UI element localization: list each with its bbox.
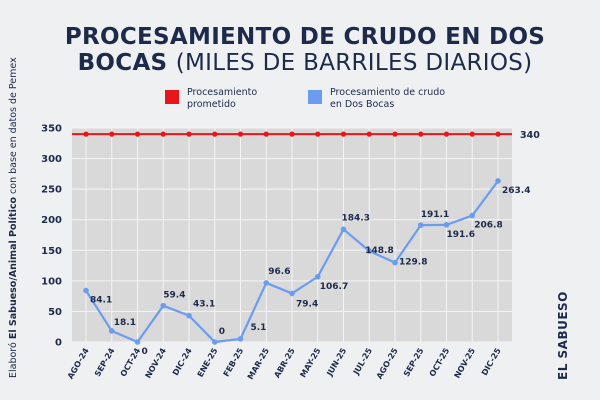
actual-point — [108, 328, 115, 334]
promised-point — [134, 131, 141, 137]
actual-data-label: 5.1 — [251, 323, 267, 333]
actual-data-label: 84.1 — [90, 296, 112, 306]
chart-title-main: PROCESAMIENTO DE CRUDO EN DOS BOCAS — [64, 24, 546, 76]
promised-point — [366, 131, 372, 137]
actual-data-label: 148.8 — [365, 246, 393, 256]
x-tick-label: AGO-24 — [66, 346, 91, 380]
legend-item-promised: Procesamiento prometido — [165, 87, 297, 111]
x-tick-label: SEP-24 — [93, 346, 117, 378]
x-tick-label: OCT-24 — [119, 346, 143, 378]
actual-data-label: 0 — [219, 327, 225, 337]
x-tick-label: MAR-25 — [246, 346, 271, 381]
actual-data-label: 129.8 — [399, 258, 427, 268]
legend-label-promised: Procesamiento prometido — [187, 87, 258, 110]
actual-data-label: 79.4 — [296, 299, 318, 309]
promised-point — [418, 131, 424, 137]
promised-point — [186, 131, 192, 137]
chart-title-subtitle: (MILES DE BARRILES DIARIOS) — [175, 50, 533, 76]
actual-data-label: 43.1 — [193, 300, 215, 310]
actual-data-label: 106.7 — [320, 282, 348, 292]
y-tick-label: 350 — [41, 124, 62, 135]
actual-point — [83, 287, 89, 294]
chart-title: PROCESAMIENTO DE CRUDO EN DOS BOCAS (MIL… — [40, 24, 570, 76]
actual-point — [469, 212, 476, 219]
actual-data-label: 184.3 — [342, 213, 370, 223]
x-tick-label: OCT-25 — [428, 346, 452, 378]
promised-point — [237, 131, 244, 137]
x-tick-label: DIC-24 — [171, 346, 194, 377]
actual-data-label: 96.6 — [268, 267, 290, 277]
actual-data-label: 263.4 — [502, 186, 530, 196]
actual-point — [237, 336, 244, 342]
y-tick-label: 250 — [41, 185, 62, 196]
promised-point — [392, 131, 398, 137]
actual-point — [289, 290, 295, 297]
actual-data-label: 59.4 — [163, 291, 185, 301]
actual-point — [495, 178, 501, 184]
y-tick-label: 0 — [55, 338, 62, 349]
actual-point — [160, 302, 167, 309]
x-tick-label: DIC-25 — [480, 346, 503, 377]
legend-item-actual: Procesamiento de crudo en Dos Bocas — [308, 87, 450, 111]
promised-end-label: 340 — [520, 130, 540, 141]
promised-point — [289, 131, 295, 137]
x-tick-label: ABR-25 — [272, 346, 296, 379]
actual-point — [443, 222, 450, 228]
y-tick-label: 200 — [41, 215, 62, 226]
y-tick-label: 300 — [41, 154, 62, 165]
x-tick-label: NOV-25 — [453, 346, 478, 380]
x-tick-label: JUL-25 — [351, 346, 374, 377]
actual-data-label: 206.8 — [474, 221, 502, 231]
promised-point — [109, 131, 115, 137]
promised-point — [340, 131, 347, 137]
promised-point — [83, 131, 89, 137]
actual-point — [340, 226, 347, 233]
legend-label-actual: Procesamiento de crudo en Dos Bocas — [330, 87, 446, 110]
actual-point — [314, 273, 321, 280]
actual-data-label: 0 — [142, 347, 148, 357]
promised-point — [443, 131, 450, 137]
promised-point — [212, 131, 218, 137]
promised-point — [315, 131, 321, 137]
x-tick-label: JUN-25 — [325, 346, 349, 378]
x-tick-label: SEP-25 — [402, 346, 426, 378]
actual-point — [417, 222, 424, 228]
actual-point — [186, 312, 192, 319]
x-tick-label: FEB-25 — [222, 346, 246, 378]
actual-point — [263, 280, 270, 286]
promised-point — [263, 131, 269, 137]
actual-point — [366, 248, 373, 254]
x-tick-label: ENE-25 — [196, 346, 220, 379]
y-tick-label: 100 — [41, 276, 62, 287]
legend-swatch-actual — [308, 90, 322, 104]
y-tick-label: 150 — [41, 246, 62, 257]
x-tick-label: AGO-25 — [375, 346, 400, 380]
actual-point — [134, 339, 141, 345]
actual-data-label: 18.1 — [114, 318, 136, 328]
promised-point — [495, 131, 501, 137]
actual-data-label: 191.1 — [421, 210, 449, 220]
promised-point — [469, 131, 475, 137]
promised-point — [160, 131, 166, 137]
actual-data-label: 191.6 — [447, 230, 475, 240]
actual-point — [392, 259, 398, 266]
y-tick-label: 50 — [48, 307, 62, 318]
actual-point — [211, 339, 218, 345]
legend-swatch-promised — [165, 90, 179, 104]
x-tick-label: MAY-25 — [298, 346, 322, 379]
